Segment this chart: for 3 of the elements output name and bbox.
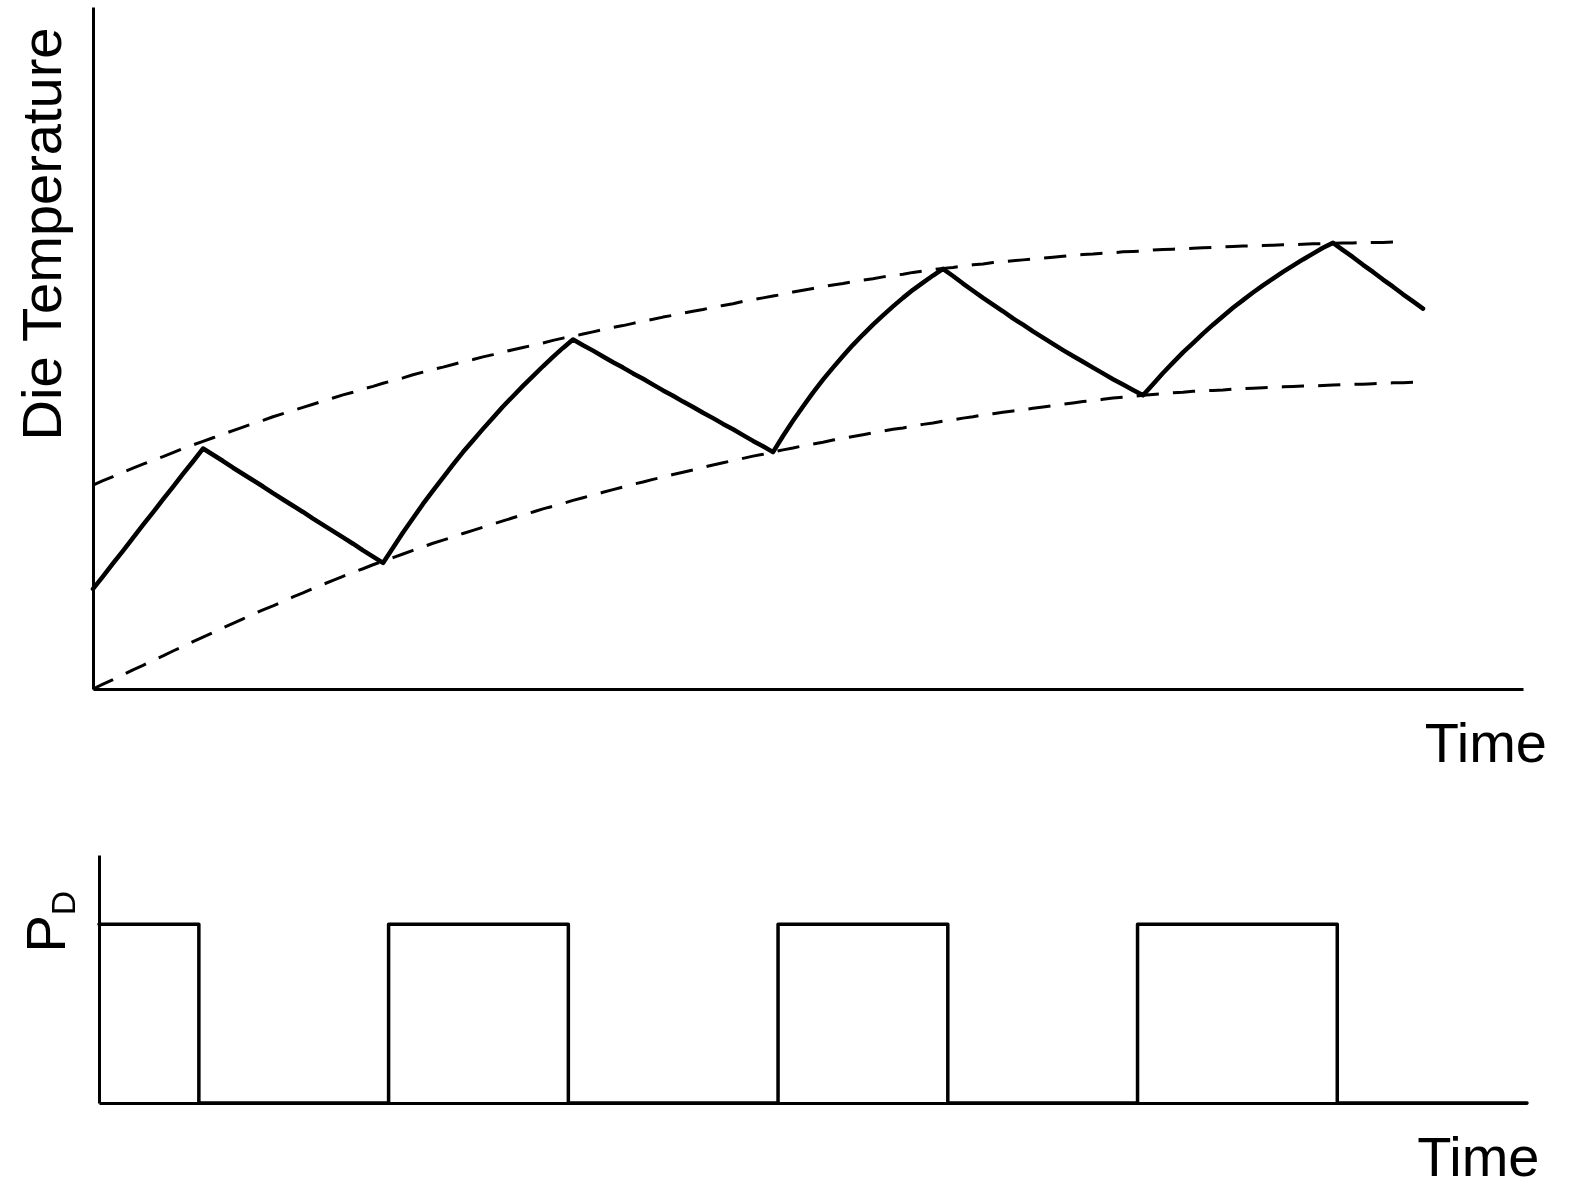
x-axis-title: Time (1424, 710, 1547, 774)
y-axis-title: Die Temperature (10, 27, 73, 441)
x-axis-title: Time (1417, 1124, 1540, 1188)
